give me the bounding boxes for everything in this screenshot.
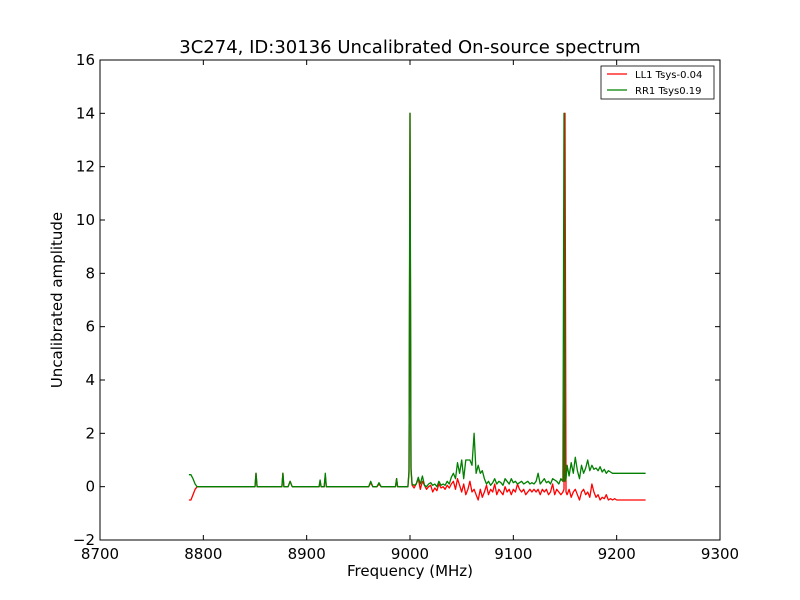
legend-frame <box>600 65 715 100</box>
x-tick-label: 8700 <box>81 545 119 563</box>
y-tick-label: 12 <box>76 158 95 176</box>
y-tick-label: 16 <box>76 51 95 69</box>
y-tick-label: 0 <box>85 478 95 496</box>
y-tick-label: 10 <box>76 211 95 229</box>
x-tick-label: 8800 <box>184 545 222 563</box>
y-tick-label: 6 <box>85 318 95 336</box>
y-tick-label: 8 <box>85 264 95 282</box>
y-tick-label: 14 <box>76 104 95 122</box>
legend-label-rr1: RR1 Tsys0.19 <box>635 86 702 97</box>
x-tick-label: 8900 <box>288 545 326 563</box>
legend: LL1 Tsys-0.04 RR1 Tsys0.19 <box>600 65 715 100</box>
tick-layer: 8700 8800 8900 9000 9100 9200 9300 −2 0 2 4 6 8 10 12 1… <box>73 51 739 563</box>
x-axis-label: Frequency (MHz) <box>347 562 473 580</box>
x-tick-label: 9100 <box>494 545 532 563</box>
plot-area: 8700 8800 8900 9000 9100 9200 9300 −2 0 2 4 6 8 10 12 1… <box>73 51 739 563</box>
x-tick-label: 9200 <box>598 545 636 563</box>
legend-label-ll1: LL1 Tsys-0.04 <box>635 70 702 81</box>
y-tick-label: −2 <box>73 531 95 549</box>
y-tick-label: 2 <box>85 424 95 442</box>
y-tick-label: 4 <box>85 371 95 389</box>
y-axis-label: Uncalibrated amplitude <box>48 212 66 388</box>
x-tick-label: 9300 <box>701 545 739 563</box>
series-line-rr1 <box>188 112 646 488</box>
series-layer <box>188 112 646 501</box>
chart-title: 3C274, ID:30136 Uncalibrated On-source s… <box>179 37 640 58</box>
x-tick-label: 9000 <box>391 545 429 563</box>
